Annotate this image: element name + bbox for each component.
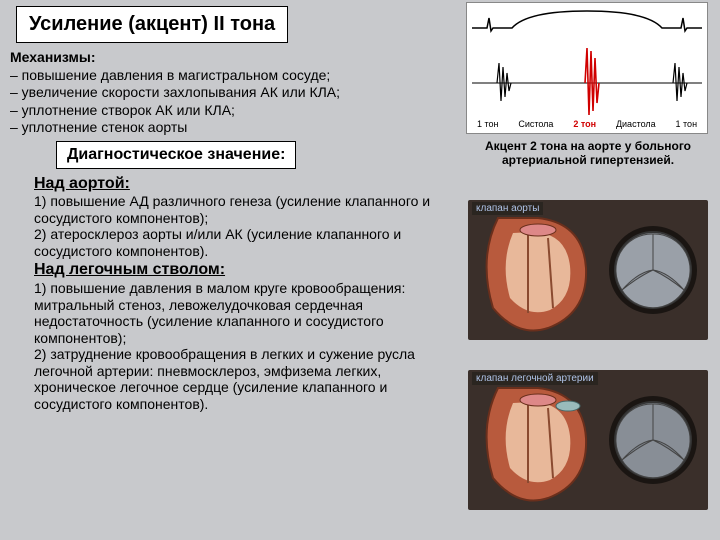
pcg-label: 1 тон xyxy=(676,119,698,129)
mech-item: – уплотнение створок АК или КЛА; xyxy=(10,102,235,118)
pcg-label: 2 тон xyxy=(573,119,596,129)
pulmonary-valve-figure: клапан легочной артерии xyxy=(468,370,708,510)
valve-label: клапан легочной артерии xyxy=(472,372,598,385)
mech-item: – увеличение скорости захлопывания АК ил… xyxy=(10,84,340,100)
pulm-section: Над легочным стволом: 1) повышение давле… xyxy=(34,261,454,412)
mech-item: – повышение давления в магистральном сос… xyxy=(10,67,330,83)
mech-item: – уплотнение стенок аорты xyxy=(10,119,187,135)
pcg-label: 1 тон xyxy=(477,119,499,129)
phonocardiogram-figure: 1 тон Систола 2 тон Диастола 1 тон xyxy=(466,2,708,134)
pcg-caption: Акцент 2 тона на аорте у больного артери… xyxy=(468,140,708,168)
page-title: Усиление (акцент) II тона xyxy=(16,6,288,43)
mechanisms-header: Механизмы: xyxy=(10,49,95,65)
aortic-valve-figure: клапан аорты xyxy=(468,200,708,340)
aorta-body: 1) повышение АД различного генеза (усиле… xyxy=(34,193,430,259)
aorta-section: Над аортой: 1) повышение АД различного г… xyxy=(34,175,454,260)
diagnostic-header: Диагностическое значение: xyxy=(56,141,296,169)
aorta-header: Над аортой: xyxy=(34,175,130,192)
pulm-header: Над легочным стволом: xyxy=(34,261,225,278)
pcg-label: Систола xyxy=(518,119,553,129)
pulm-body: 1) повышение давления в малом круге кров… xyxy=(34,280,415,412)
pcg-label: Диастола xyxy=(616,119,656,129)
valve-label: клапан аорты xyxy=(472,202,543,215)
